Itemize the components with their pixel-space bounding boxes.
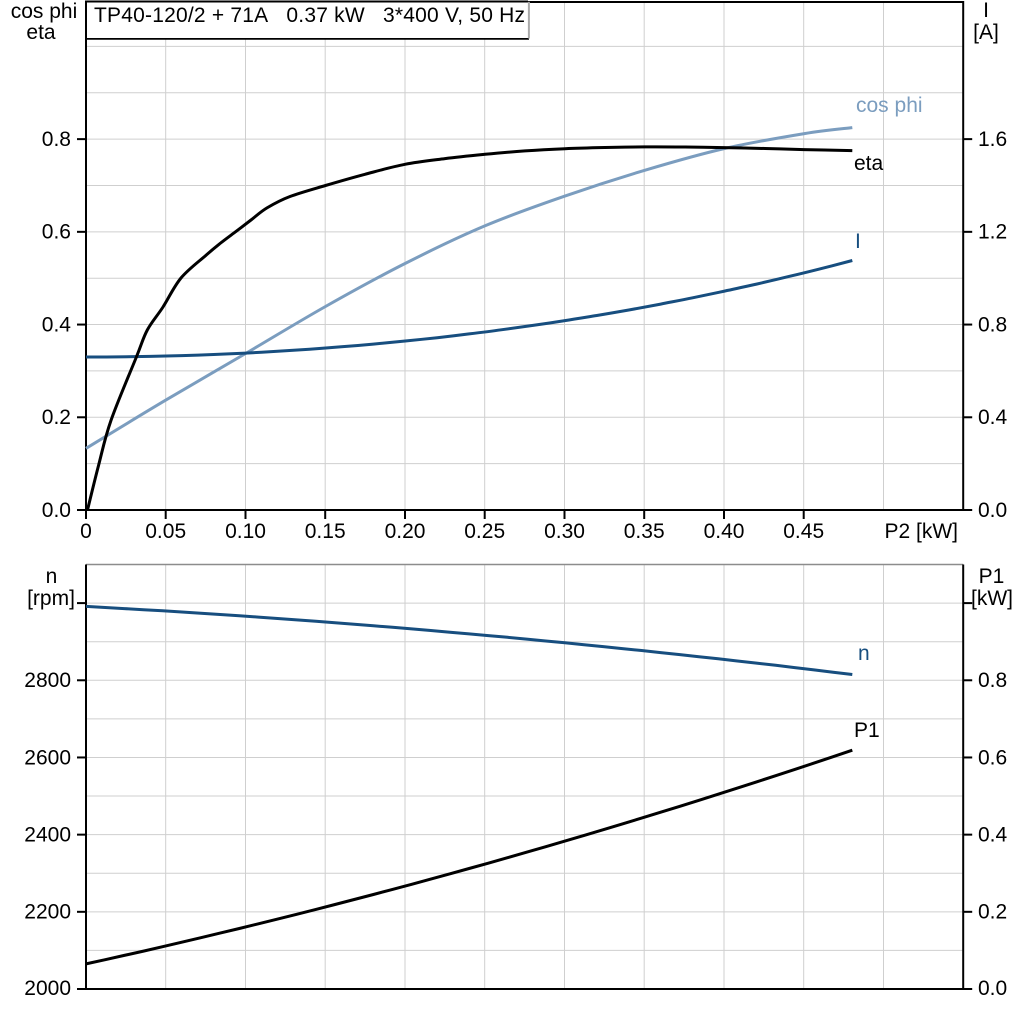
svg-text:2800: 2800 xyxy=(24,669,71,692)
svg-text:TP40-120/2 + 71A 0.37 kW 3: TP40-120/2 + 71A 0.37 kW 3*400 V, 50 Hz xyxy=(94,4,525,27)
svg-text:0.4: 0.4 xyxy=(978,406,1008,429)
svg-text:0.30: 0.30 xyxy=(544,520,585,543)
svg-text:2200: 2200 xyxy=(24,901,71,924)
svg-text:P2 [kW]: P2 [kW] xyxy=(884,520,958,543)
svg-text:2400: 2400 xyxy=(24,823,71,846)
svg-text:0.20: 0.20 xyxy=(385,520,426,543)
svg-text:I: I xyxy=(855,230,861,253)
svg-text:2600: 2600 xyxy=(24,746,71,769)
svg-text:[A]: [A] xyxy=(973,21,999,44)
svg-text:1.6: 1.6 xyxy=(978,128,1007,151)
svg-text:0.0: 0.0 xyxy=(978,977,1007,1000)
svg-text:cos phi: cos phi xyxy=(856,94,923,117)
svg-text:2000: 2000 xyxy=(24,977,71,1000)
svg-text:0.8: 0.8 xyxy=(42,128,71,151)
svg-text:P1: P1 xyxy=(854,719,880,742)
svg-text:0.8: 0.8 xyxy=(978,313,1007,336)
svg-text:I: I xyxy=(983,0,989,22)
svg-text:eta: eta xyxy=(26,21,56,44)
svg-text:0.2: 0.2 xyxy=(42,406,71,429)
svg-text:0.0: 0.0 xyxy=(978,499,1007,522)
svg-text:0.40: 0.40 xyxy=(704,520,745,543)
svg-text:0.15: 0.15 xyxy=(305,520,346,543)
svg-text:0.45: 0.45 xyxy=(783,520,824,543)
svg-text:0.10: 0.10 xyxy=(225,520,266,543)
svg-text:eta: eta xyxy=(854,152,884,175)
svg-text:0.4: 0.4 xyxy=(978,823,1008,846)
svg-text:cos phi: cos phi xyxy=(11,0,78,23)
svg-text:0.6: 0.6 xyxy=(42,221,71,244)
svg-text:0.35: 0.35 xyxy=(624,520,665,543)
svg-text:0.25: 0.25 xyxy=(464,520,505,543)
svg-text:0.4: 0.4 xyxy=(42,313,72,336)
svg-text:n: n xyxy=(46,565,58,588)
svg-text:0.6: 0.6 xyxy=(978,746,1007,769)
svg-text:1.2: 1.2 xyxy=(978,221,1007,244)
svg-text:0.8: 0.8 xyxy=(978,669,1007,692)
svg-text:0: 0 xyxy=(80,520,92,543)
svg-text:P1: P1 xyxy=(979,565,1005,588)
svg-text:n: n xyxy=(858,642,870,665)
svg-text:0.2: 0.2 xyxy=(978,901,1007,924)
svg-text:0.0: 0.0 xyxy=(42,499,71,522)
svg-text:[rpm]: [rpm] xyxy=(27,587,75,610)
svg-text:0.05: 0.05 xyxy=(145,520,186,543)
svg-text:[kW]: [kW] xyxy=(971,587,1013,610)
